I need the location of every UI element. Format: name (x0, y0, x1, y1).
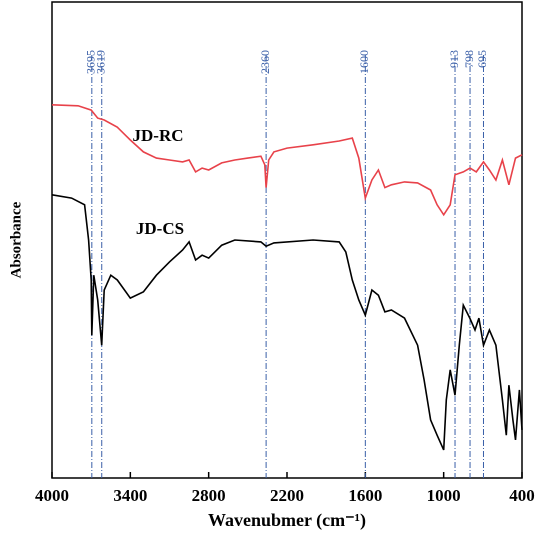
x-tick-label: 2200 (270, 486, 304, 505)
plot-frame (51, 1, 523, 479)
marker-label: 2360 (258, 50, 272, 74)
x-tick-label: 4000 (35, 486, 69, 505)
x-tick-label: 3400 (113, 486, 147, 505)
marker-label: 3619 (93, 50, 107, 74)
marker-label: 913 (447, 50, 461, 68)
x-tick-label: 1600 (348, 486, 382, 505)
x-axis-label: Wavenubmer (cm⁻¹) (208, 510, 366, 531)
series-label: JD-CS (136, 219, 184, 238)
y-axis-label: Absorbance (8, 201, 24, 278)
series-line (51, 104, 523, 217)
marker-label: 3695 (84, 50, 98, 74)
x-tick-label: 2800 (192, 486, 226, 505)
marker-label: 1600 (357, 50, 371, 74)
x-tick-label: 400 (509, 486, 535, 505)
marker-label: 798 (462, 50, 476, 68)
series-line (51, 194, 523, 451)
marker-label: 695 (475, 50, 489, 68)
series-label: JD-RC (133, 126, 184, 145)
x-tick-label: 1000 (427, 486, 461, 505)
